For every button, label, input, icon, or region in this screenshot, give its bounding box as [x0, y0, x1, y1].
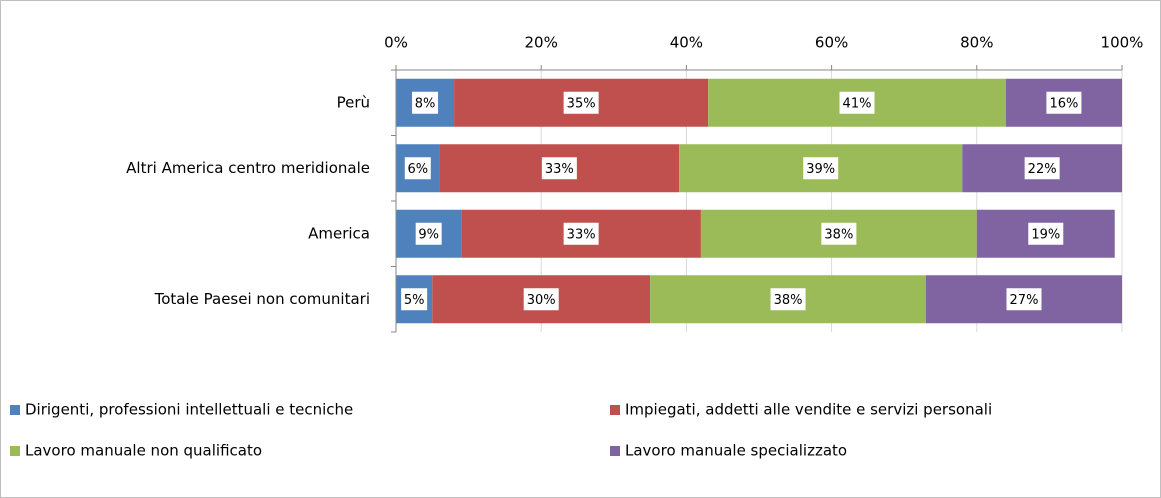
data-label-box: [1006, 288, 1042, 311]
x-tick-label: 80%: [960, 34, 993, 52]
y-tick-label: America: [308, 224, 370, 242]
data-label-box: [523, 288, 559, 311]
y-tick-label: Totale Paesei non comunitari: [154, 290, 370, 308]
data-label: 30%: [527, 293, 556, 308]
data-label: 22%: [1028, 162, 1057, 177]
data-label-box: [404, 157, 431, 180]
data-label-box: [821, 222, 857, 245]
x-tick-label: 40%: [670, 34, 703, 52]
y-tick-label: Altri America centro meridionale: [126, 159, 370, 177]
legend-label: Impiegati, addetti alle vendite e serviz…: [625, 401, 992, 419]
data-label-box: [401, 288, 428, 311]
data-label-box: [415, 222, 442, 245]
data-label: 39%: [806, 162, 835, 177]
x-tick-label: 100%: [1101, 34, 1144, 52]
data-label: 8%: [415, 96, 436, 111]
data-label-box: [803, 157, 839, 180]
data-label-box: [770, 288, 806, 311]
data-label-box: [563, 91, 599, 114]
data-label: 41%: [843, 96, 872, 111]
data-label: 38%: [774, 293, 803, 308]
x-tick-label: 0%: [384, 34, 408, 52]
legend-marker: [610, 446, 620, 456]
legend-label: Dirigenti, professioni intellettuali e t…: [25, 401, 353, 419]
x-tick-label: 60%: [815, 34, 848, 52]
data-label-box: [412, 91, 439, 114]
data-label: 33%: [567, 227, 596, 242]
data-label-box: [541, 157, 577, 180]
data-label: 33%: [545, 162, 574, 177]
y-tick-label: Perù: [337, 93, 370, 111]
data-label: 16%: [1049, 96, 1078, 111]
data-label: 6%: [407, 162, 428, 177]
data-label-box: [1028, 222, 1064, 245]
data-label-box: [1046, 91, 1082, 114]
data-label: 27%: [1010, 293, 1039, 308]
legend-marker: [610, 405, 620, 415]
legend-label: Lavoro manuale specializzato: [625, 442, 847, 460]
legend-label: Lavoro manuale non qualificato: [25, 442, 262, 460]
data-label-box: [563, 222, 599, 245]
data-label: 5%: [404, 293, 425, 308]
legend-marker: [10, 446, 20, 456]
legend-marker: [10, 405, 20, 415]
data-label: 35%: [567, 96, 596, 111]
data-label-box: [839, 91, 875, 114]
data-label: 9%: [418, 227, 439, 242]
data-label: 38%: [824, 227, 853, 242]
data-label: 19%: [1031, 227, 1060, 242]
data-label-box: [1024, 157, 1060, 180]
x-tick-label: 20%: [525, 34, 558, 52]
